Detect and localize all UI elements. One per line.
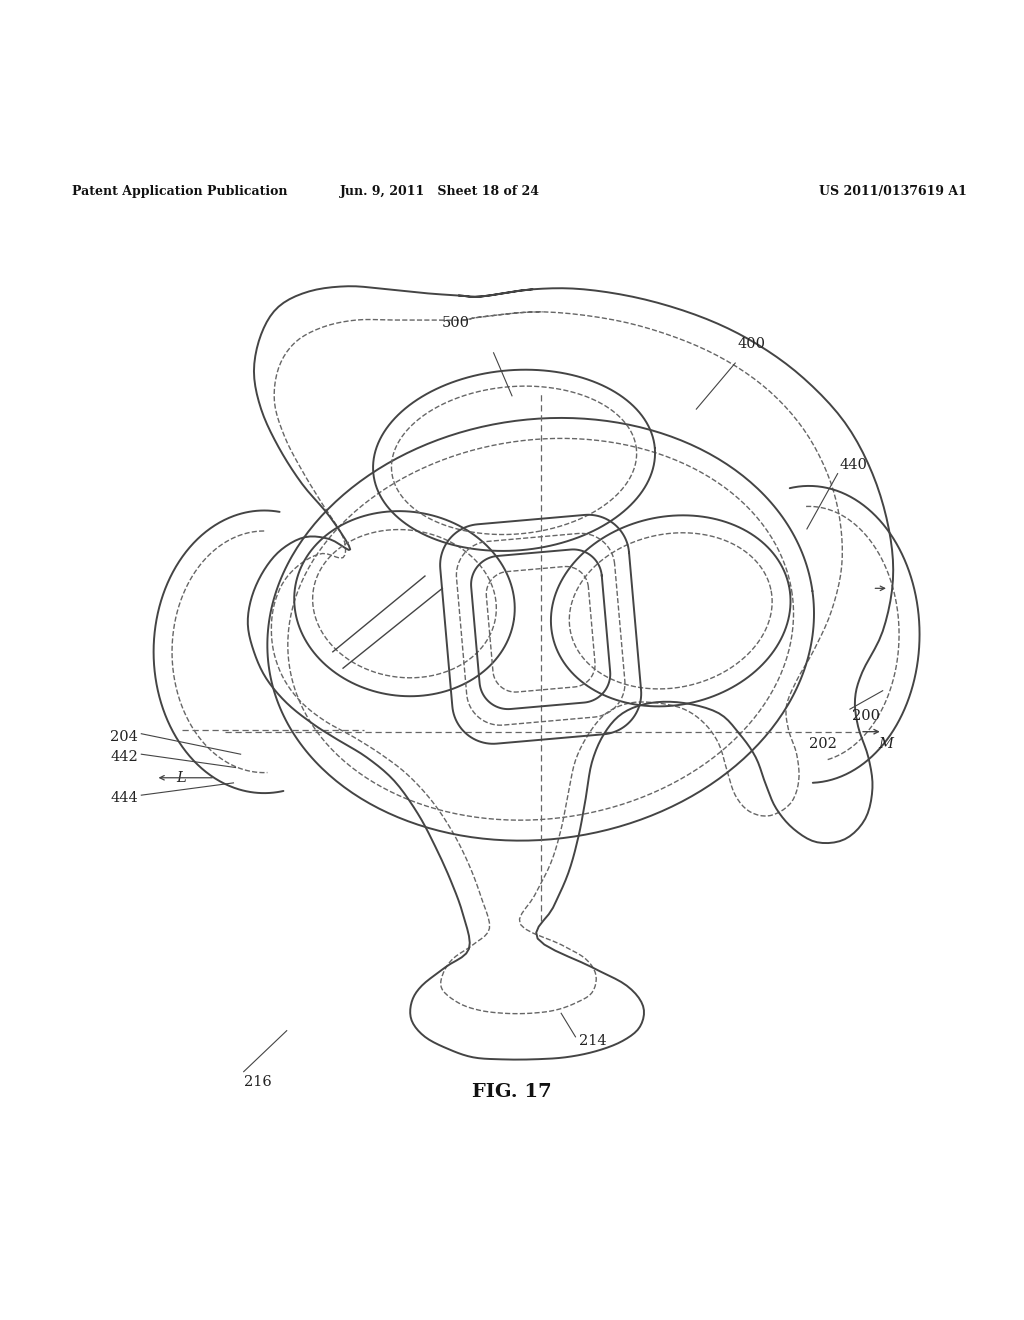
Text: 200: 200 — [852, 709, 880, 723]
Text: FIG. 17: FIG. 17 — [472, 1084, 552, 1101]
Text: 442: 442 — [111, 750, 138, 764]
Text: 444: 444 — [111, 791, 138, 805]
Text: 400: 400 — [737, 337, 765, 351]
Text: 500: 500 — [441, 317, 470, 330]
Text: 214: 214 — [579, 1034, 606, 1048]
Text: 204: 204 — [111, 730, 138, 743]
Text: 440: 440 — [840, 458, 867, 473]
Text: 216: 216 — [244, 1074, 271, 1089]
Text: 202: 202 — [809, 737, 837, 751]
Text: US 2011/0137619 A1: US 2011/0137619 A1 — [819, 185, 967, 198]
Text: L: L — [176, 771, 186, 785]
Text: M: M — [879, 737, 894, 751]
Text: Patent Application Publication: Patent Application Publication — [72, 185, 287, 198]
Text: Jun. 9, 2011   Sheet 18 of 24: Jun. 9, 2011 Sheet 18 of 24 — [340, 185, 541, 198]
